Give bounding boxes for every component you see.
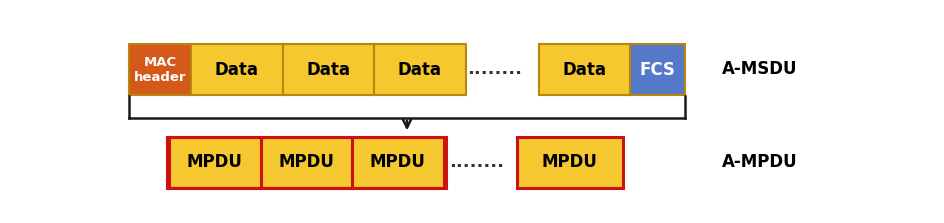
Bar <box>167 137 446 188</box>
Bar <box>374 44 465 95</box>
Bar <box>516 137 623 188</box>
Bar <box>129 44 191 95</box>
Text: Data: Data <box>397 61 442 79</box>
Text: FCS: FCS <box>640 61 676 79</box>
Bar <box>631 44 685 95</box>
Bar <box>282 44 374 95</box>
Text: MPDU: MPDU <box>278 153 334 171</box>
Text: MPDU: MPDU <box>187 153 243 171</box>
Text: A-MSDU: A-MSDU <box>721 60 797 78</box>
Bar <box>261 137 352 188</box>
Text: MPDU: MPDU <box>542 153 598 171</box>
Text: MPDU: MPDU <box>370 153 426 171</box>
Text: ........: ........ <box>467 60 522 78</box>
Text: MAC
header: MAC header <box>134 56 186 84</box>
Text: Data: Data <box>215 61 259 79</box>
Bar <box>352 137 444 188</box>
Bar <box>191 44 282 95</box>
Bar <box>169 137 261 188</box>
Text: Data: Data <box>563 61 606 79</box>
Text: A-MPDU: A-MPDU <box>721 153 797 171</box>
Bar <box>539 44 631 95</box>
Text: Data: Data <box>307 61 350 79</box>
Text: ........: ........ <box>449 153 504 171</box>
